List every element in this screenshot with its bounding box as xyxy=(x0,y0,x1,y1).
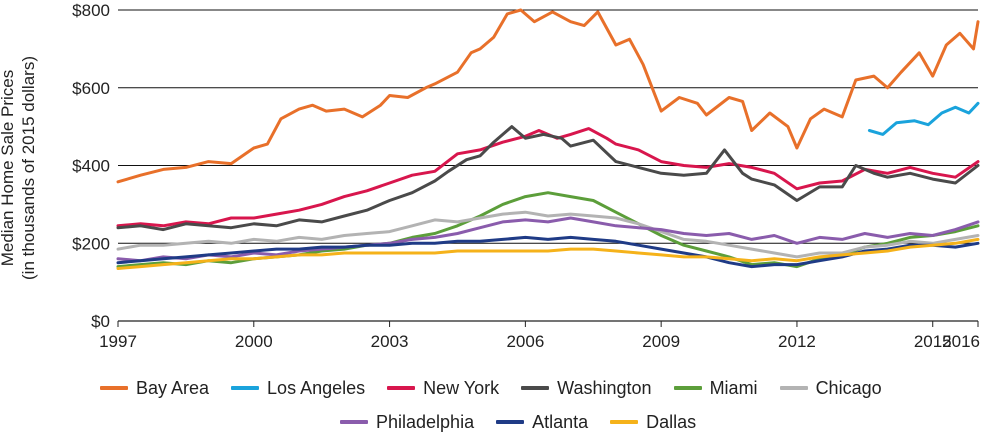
legend-item-dallas: Dallas xyxy=(610,412,696,433)
series-lines xyxy=(116,8,980,270)
series-line-chicago xyxy=(116,210,980,259)
x-tick-label: 2003 xyxy=(371,332,409,351)
x-tick-label: 2016 xyxy=(942,332,980,351)
x-tick-label: 2015 xyxy=(914,332,952,351)
gridlines xyxy=(118,9,978,322)
legend-item-chicago: Chicago xyxy=(779,377,882,399)
legend-label-atlanta: Atlanta xyxy=(532,411,589,432)
legend-label-new-york: New York xyxy=(423,377,500,398)
legend-swatch-atlanta xyxy=(496,420,525,424)
y-tick-label: $800 xyxy=(72,1,110,20)
legend-swatch-miami xyxy=(673,386,702,390)
y-tick-label: $0 xyxy=(91,312,110,331)
legend-swatch-philadelphia xyxy=(340,420,368,424)
x-tick-label: 1997 xyxy=(99,332,137,351)
y-axis-title-line-2: (in thousands of 2015 dollars) xyxy=(19,56,38,280)
legend-label-chicago: Chicago xyxy=(815,377,882,398)
series-line-bay-area xyxy=(116,8,980,184)
y-tick-label: $400 xyxy=(72,157,110,176)
legend-swatch-los-angeles xyxy=(231,386,260,390)
legend-label-dallas: Dallas xyxy=(646,411,697,432)
y-axis-title-line-1: Median Home Sale Prices xyxy=(0,70,17,267)
legend-item-los-angeles: Los Angeles xyxy=(231,378,365,399)
y-tick-label: $600 xyxy=(72,79,110,98)
legend-item-new-york: New York xyxy=(387,378,499,399)
legend: Bay Area Los Angeles New York Washington… xyxy=(100,371,1000,439)
legend-row-2: Philadelphia Atlanta Dallas xyxy=(100,405,1000,439)
legend-label-washington: Washington xyxy=(557,377,652,398)
legend-label-los-angeles: Los Angeles xyxy=(267,377,366,398)
legend-swatch-washington xyxy=(521,386,550,390)
series-line-washington xyxy=(116,125,980,232)
legend-row-1: Bay Area Los Angeles New York Washington… xyxy=(100,371,1000,405)
x-tick-label: 2009 xyxy=(642,332,680,351)
series-line-philadelphia xyxy=(116,216,980,263)
x-tick-label: 2012 xyxy=(778,332,816,351)
legend-item-bay-area: Bay Area xyxy=(100,378,209,399)
x-tick-label: 2000 xyxy=(235,332,273,351)
legend-swatch-dallas xyxy=(610,420,639,424)
series-line-los-angeles xyxy=(867,101,980,136)
y-tick-label: $200 xyxy=(72,234,110,253)
legend-item-miami: Miami xyxy=(673,377,758,399)
legend-swatch-chicago xyxy=(779,386,808,390)
axes: $0 $200 $400 $600 $800 1997 2000 2003 2006 2009 20… xyxy=(72,1,980,351)
legend-item-philadelphia: Philadelphia xyxy=(340,412,474,433)
series-line-dallas xyxy=(116,237,980,270)
legend-item-washington: Washington xyxy=(521,377,652,399)
legend-swatch-new-york xyxy=(387,386,416,390)
legend-item-atlanta: Atlanta xyxy=(496,412,588,433)
legend-swatch-bay-area xyxy=(100,386,128,390)
series-line-atlanta xyxy=(116,235,980,269)
legend-label-bay-area: Bay Area xyxy=(136,377,210,398)
legend-label-philadelphia: Philadelphia xyxy=(376,411,475,432)
legend-label-miami: Miami xyxy=(709,377,758,398)
x-tick-label: 2006 xyxy=(506,332,544,351)
